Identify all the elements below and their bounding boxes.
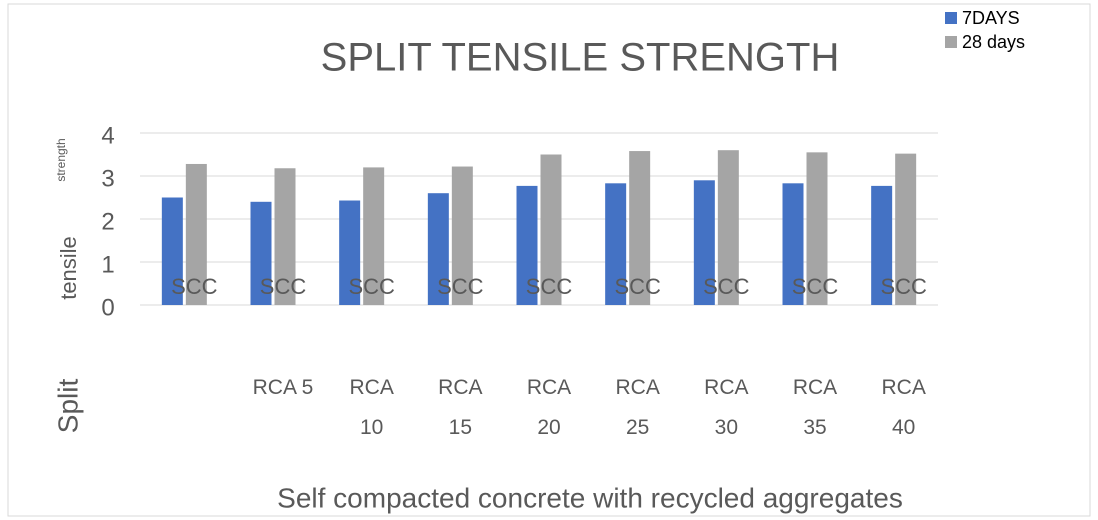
bar <box>185 163 207 305</box>
legend-swatch <box>945 12 957 24</box>
y-axis-label: strength <box>54 138 68 181</box>
bar <box>427 193 449 305</box>
y-tick-label: 4 <box>101 122 114 149</box>
x-tick-sublabel: RCA 35 <box>792 376 838 439</box>
x-tick-sublabel: RCA 30 <box>704 376 749 439</box>
x-tick-label: SCC <box>437 274 484 299</box>
y-tick-label: 0 <box>101 294 114 321</box>
chart-title: SPLIT TENSILE STRENGTH <box>321 36 840 80</box>
x-tick-label: SCC <box>348 274 395 299</box>
y-tick-label: 3 <box>101 165 114 192</box>
bar <box>717 150 739 305</box>
legend-swatch <box>945 36 957 48</box>
legend-label: 28 days <box>962 32 1025 52</box>
x-tick-sublabel: RCA 20 <box>526 376 572 439</box>
y-tick-label: 2 <box>101 208 114 235</box>
x-tick-label: SCC <box>260 274 307 299</box>
x-tick-sublabel: RCA 5 <box>252 376 314 399</box>
x-tick-label: SCC <box>171 274 218 299</box>
y-tick-label: 1 <box>101 251 114 278</box>
x-tick-label: SCC <box>880 274 927 299</box>
bar <box>871 185 893 305</box>
x-tick-sublabel: RCA 40 <box>881 376 926 439</box>
x-tick-label: SCC <box>526 274 573 299</box>
x-tick-sublabel: RCA 15 <box>438 376 483 439</box>
legend-label: 7DAYS <box>962 8 1020 28</box>
x-tick-label: SCC <box>703 274 750 299</box>
bar <box>451 166 473 305</box>
bar <box>274 168 296 305</box>
bar <box>161 197 183 305</box>
bar <box>895 153 917 305</box>
x-tick-label: SCC <box>792 274 839 299</box>
x-axis-label: Self compacted concrete with recycled ag… <box>277 482 903 513</box>
x-tick-label: SCC <box>614 274 661 299</box>
bar <box>782 183 804 305</box>
x-tick-sublabel: RCA 10 <box>349 376 394 439</box>
bar <box>806 152 828 305</box>
chart-border <box>7 3 1091 517</box>
y-axis-label: Split <box>52 379 83 434</box>
bar <box>516 185 538 305</box>
bar <box>540 154 562 305</box>
bar <box>629 151 651 305</box>
bar <box>693 180 715 305</box>
x-tick-sublabel: RCA 25 <box>615 376 660 439</box>
y-axis-label: tensile <box>56 236 81 300</box>
bar <box>605 183 627 305</box>
bar <box>250 201 272 305</box>
bar <box>363 167 385 305</box>
bar <box>339 200 361 305</box>
